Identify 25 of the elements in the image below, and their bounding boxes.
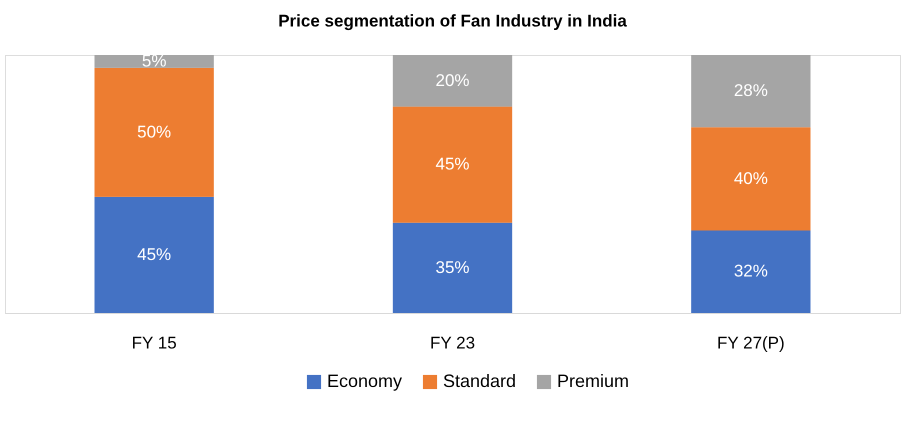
data-label: 45% <box>137 244 172 264</box>
bar <box>392 55 512 107</box>
data-label: 28% <box>734 81 768 100</box>
x-tick-label: FY 23 <box>430 334 476 352</box>
data-label: 35% <box>435 258 470 277</box>
bar <box>392 106 512 223</box>
chart-title: Price segmentation of Fan Industry in India <box>278 11 628 30</box>
legend-label: Standard <box>443 371 516 391</box>
x-tick-label: FY 27(P) <box>716 334 785 352</box>
data-label: 5% <box>142 51 166 70</box>
bar <box>691 230 810 313</box>
legend-label: Economy <box>327 371 402 391</box>
data-label: 32% <box>734 262 768 281</box>
bar <box>691 55 810 128</box>
data-label: 20% <box>435 70 470 90</box>
bar <box>94 68 214 197</box>
data-label: 50% <box>137 122 172 142</box>
bar <box>94 196 214 313</box>
data-label: 40% <box>734 168 768 188</box>
legend-label: Premium <box>557 371 630 391</box>
x-tick-label: FY 15 <box>132 334 177 352</box>
bar <box>94 55 214 68</box>
data-label: 45% <box>435 154 470 174</box>
bar <box>392 222 512 313</box>
bar <box>691 127 810 230</box>
